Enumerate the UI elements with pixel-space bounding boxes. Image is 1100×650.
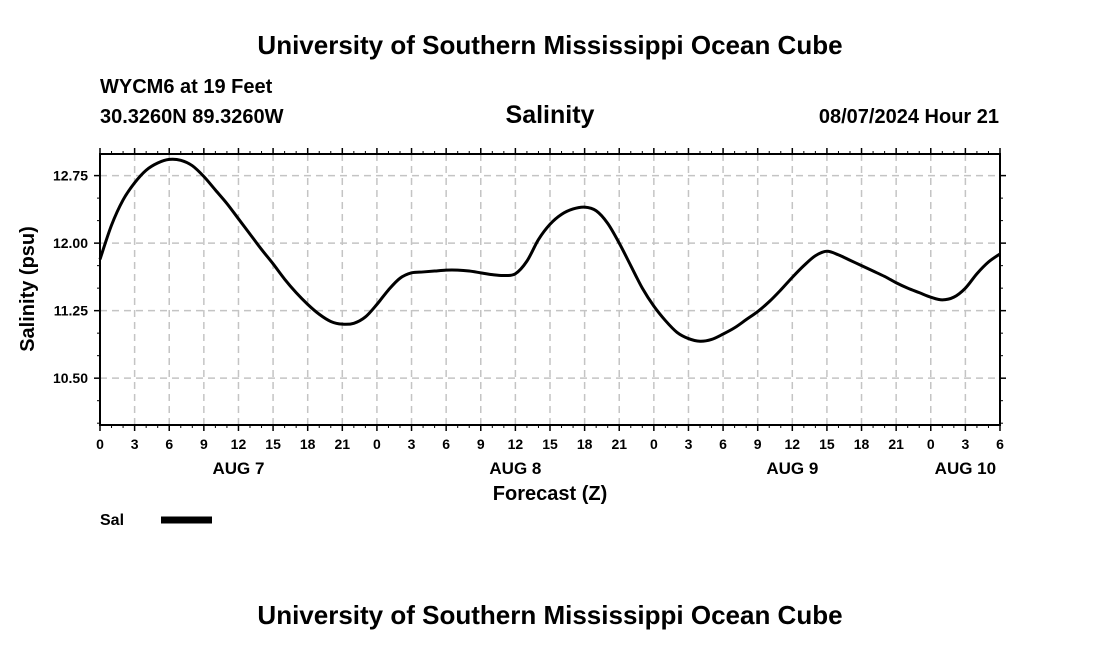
- x-tick-label: 0: [373, 436, 381, 452]
- series-layer: [98, 157, 1001, 343]
- day-label: AUG 7: [212, 459, 264, 478]
- forecast-timestamp: 08/07/2024 Hour 21: [818, 106, 999, 128]
- x-tick-label: 6: [719, 436, 727, 452]
- x-tick-label: 9: [200, 436, 208, 452]
- x-tick-label: 3: [685, 436, 693, 452]
- x-tick-label: 6: [165, 436, 173, 452]
- day-label: AUG 9: [766, 459, 818, 478]
- x-tick-label: 12: [785, 436, 801, 452]
- y-tick-label: 11.25: [54, 303, 88, 319]
- chart-title-top: University of Southern Mississippi Ocean…: [257, 30, 843, 60]
- x-tick-label: 9: [477, 436, 485, 452]
- x-tick-label: 3: [408, 436, 416, 452]
- x-tick-label: 21: [888, 436, 904, 452]
- x-tick-label: 12: [231, 436, 247, 452]
- grid-layer: [100, 154, 1000, 425]
- chart-title-bottom: University of Southern Mississippi Ocean…: [257, 600, 843, 630]
- series-line-sal: [98, 157, 1001, 343]
- legend-label: Sal: [100, 512, 124, 529]
- x-tick-label: 15: [542, 436, 558, 452]
- x-tick-label: 6: [442, 436, 450, 452]
- y-tick-label: 10.50: [53, 370, 88, 386]
- x-tick-label: 3: [961, 436, 969, 452]
- x-tick-label: 0: [650, 436, 658, 452]
- y-tick-label: 12.00: [53, 235, 88, 251]
- day-label: AUG 8: [489, 459, 541, 478]
- x-tick-label: 18: [300, 436, 316, 452]
- x-tick-label: 21: [335, 436, 351, 452]
- label-layer: 0 3 6 9 12 15 18 21 0 3 6 9 12 15 18 21 0 3 6 9 12 15 18 21 0 3 6A…: [53, 168, 1004, 478]
- x-tick-label: 3: [131, 436, 139, 452]
- plot-title: Salinity: [505, 101, 595, 129]
- x-tick-label: 18: [854, 436, 870, 452]
- x-tick-label: 15: [819, 436, 835, 452]
- x-tick-label: 0: [96, 436, 104, 452]
- x-tick-label: 9: [754, 436, 762, 452]
- station-label: WYCM6 at 19 Feet: [100, 76, 273, 98]
- x-tick-label: 6: [996, 436, 1004, 452]
- x-tick-label: 21: [611, 436, 627, 452]
- x-tick-label: 18: [577, 436, 593, 452]
- x-tick-label: 12: [508, 436, 524, 452]
- x-axis-label: Forecast (Z): [493, 483, 607, 505]
- day-label: AUG 10: [935, 459, 996, 478]
- x-tick-label: 15: [265, 436, 281, 452]
- x-tick-label: 0: [927, 436, 935, 452]
- y-tick-label: 12.75: [53, 168, 88, 184]
- tick-layer: [94, 148, 1006, 431]
- y-axis-label: Salinity (psu): [17, 226, 39, 352]
- station-coordinates: 30.3260N 89.3260W: [100, 106, 284, 128]
